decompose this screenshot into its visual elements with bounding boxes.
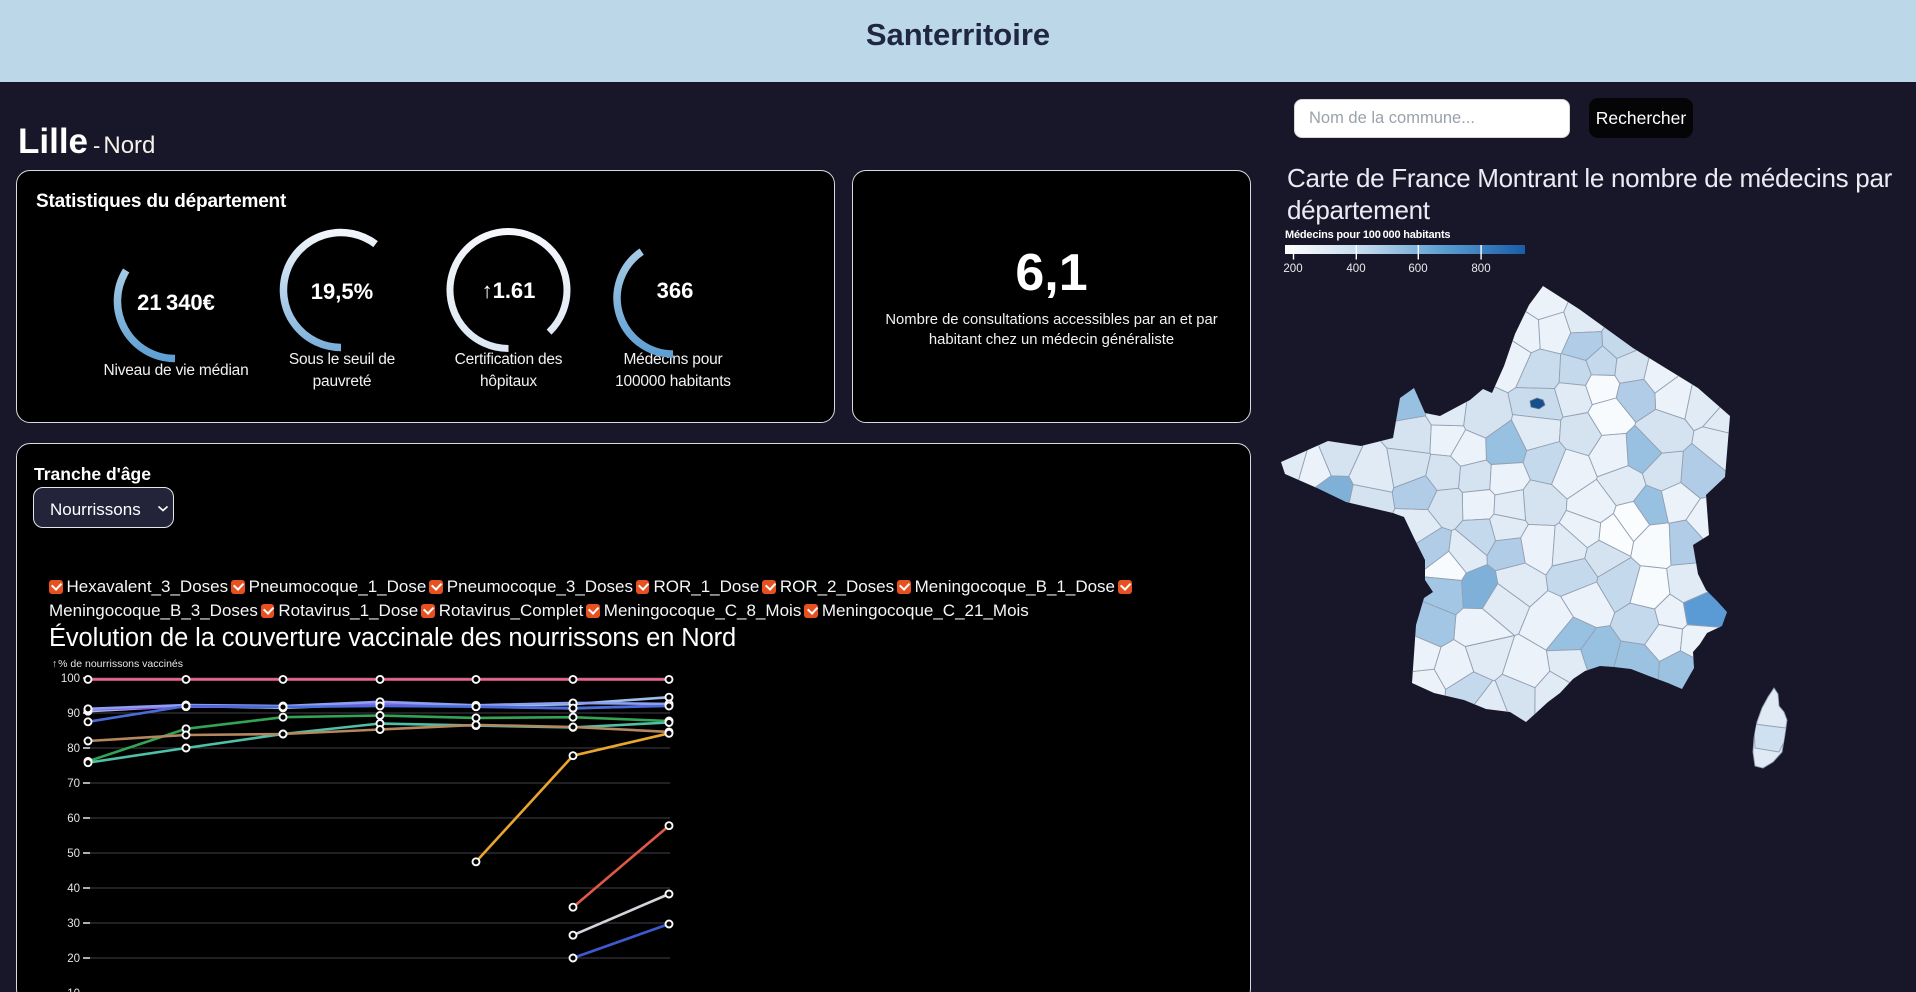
svg-text:600: 600: [1408, 263, 1427, 275]
svg-text:800: 800: [1471, 263, 1490, 275]
svg-text:200: 200: [1283, 263, 1302, 275]
svg-text:400: 400: [1346, 263, 1365, 275]
